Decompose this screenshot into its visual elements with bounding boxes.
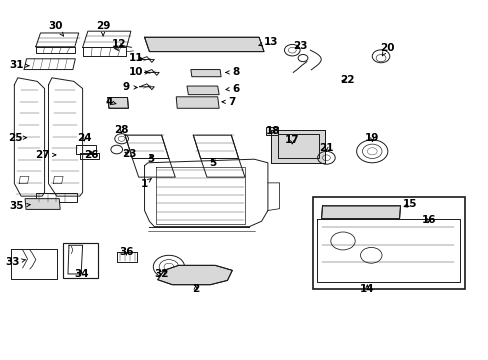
Polygon shape [25, 199, 60, 210]
Text: 17: 17 [285, 135, 299, 145]
Text: 32: 32 [154, 269, 168, 279]
Text: 33: 33 [6, 257, 25, 267]
Bar [312, 197, 464, 289]
Polygon shape [186, 86, 219, 95]
Text: 29: 29 [96, 21, 110, 36]
Text: 36: 36 [119, 247, 134, 257]
Polygon shape [176, 97, 219, 108]
Text: 21: 21 [319, 143, 333, 153]
Polygon shape [108, 98, 128, 108]
Polygon shape [158, 265, 232, 285]
Text: 27: 27 [35, 150, 56, 160]
Text: 3: 3 [147, 154, 154, 164]
Text: 4: 4 [105, 97, 116, 107]
Text: 30: 30 [48, 21, 63, 36]
Text: 6: 6 [225, 84, 239, 94]
Text: 13: 13 [258, 37, 278, 47]
Text: 10: 10 [129, 67, 149, 77]
Text: 34: 34 [74, 269, 88, 279]
Polygon shape [321, 206, 400, 219]
Text: 35: 35 [10, 201, 30, 211]
Text: 25: 25 [8, 133, 26, 143]
Polygon shape [271, 130, 325, 163]
Text: 22: 22 [340, 75, 354, 85]
Text: 26: 26 [83, 150, 98, 160]
Polygon shape [266, 127, 277, 135]
Text: 5: 5 [209, 158, 216, 168]
Text: 19: 19 [365, 133, 379, 143]
Text: 2: 2 [192, 284, 199, 294]
Text: 15: 15 [402, 199, 417, 210]
Bar [63, 243, 98, 278]
Text: 28: 28 [114, 125, 129, 135]
Text: 14: 14 [359, 284, 374, 294]
Text: 24: 24 [77, 133, 92, 143]
Text: 23: 23 [293, 41, 307, 50]
Text: 1: 1 [141, 179, 151, 189]
Text: 31: 31 [9, 60, 29, 70]
Text: 18: 18 [265, 126, 280, 135]
Polygon shape [190, 69, 221, 77]
Polygon shape [144, 37, 264, 51]
Text: 23: 23 [122, 149, 136, 159]
Text: 20: 20 [379, 43, 393, 56]
Text: 11: 11 [129, 53, 143, 63]
Text: 8: 8 [225, 67, 239, 77]
Text: 16: 16 [421, 215, 435, 225]
Text: 7: 7 [222, 97, 236, 107]
Text: 12: 12 [111, 40, 126, 49]
Text: 9: 9 [122, 82, 137, 93]
